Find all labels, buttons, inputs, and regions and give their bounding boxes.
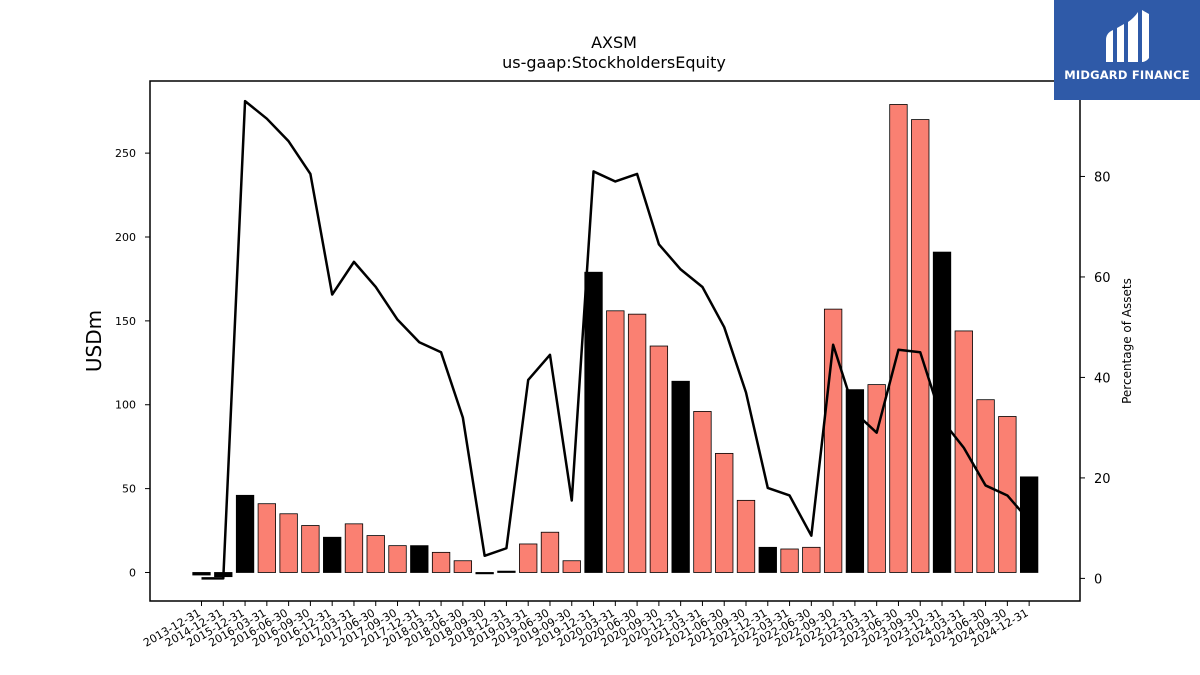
bar-2015-12-31 bbox=[235, 494, 255, 573]
bar-2017-06-30 bbox=[366, 535, 385, 573]
chart-title: AXSM bbox=[591, 33, 637, 52]
logo-mark-icon bbox=[1106, 10, 1149, 62]
bar-2019-06-30 bbox=[540, 531, 560, 573]
y2-tick-label: 20 bbox=[1094, 472, 1111, 487]
bar-2020-09-30 bbox=[649, 345, 669, 573]
y-tick-label: 250 bbox=[115, 147, 136, 160]
bar-2021-06-30 bbox=[715, 452, 734, 573]
y2-tick-label: 0 bbox=[1094, 572, 1102, 587]
bar-2016-09-30 bbox=[301, 525, 320, 573]
bar-2023-06-30 bbox=[889, 104, 908, 573]
bar-2022-12-31 bbox=[845, 389, 865, 573]
bar-2018-12-31 bbox=[497, 570, 516, 573]
bar-2021-09-30 bbox=[736, 499, 756, 573]
chart-subtitle: us-gaap:StockholdersEquity bbox=[502, 53, 726, 72]
bar-2016-06-30 bbox=[279, 513, 298, 573]
bar-2021-03-31 bbox=[693, 411, 712, 573]
bar-2013-12-31 bbox=[192, 572, 211, 576]
bar-2023-12-31 bbox=[932, 251, 952, 573]
bar-2019-03-31 bbox=[519, 543, 538, 573]
bar-2023-03-31 bbox=[867, 384, 886, 573]
y2-axis-label: Percentage of Assets bbox=[1120, 278, 1134, 404]
bar-2016-12-31 bbox=[323, 536, 342, 573]
y2-tick-label: 40 bbox=[1094, 371, 1111, 386]
bar-2020-03-31 bbox=[606, 310, 625, 573]
bar-2020-12-31 bbox=[671, 380, 690, 573]
logo-text: MIDGARD FINANCE bbox=[1064, 68, 1190, 82]
bar-2022-03-31 bbox=[780, 548, 799, 573]
bar-2023-09-30 bbox=[911, 119, 930, 573]
bar-2024-12-31 bbox=[1019, 476, 1039, 573]
bar-2018-06-30 bbox=[453, 560, 473, 573]
bar-2018-09-30 bbox=[475, 572, 494, 575]
bar-2019-12-31 bbox=[584, 271, 603, 573]
bar-2020-06-30 bbox=[627, 313, 647, 573]
y-tick-label: 100 bbox=[115, 399, 136, 412]
y-tick-label: 200 bbox=[115, 231, 136, 244]
bar-2016-03-31 bbox=[257, 503, 276, 573]
bar-2017-03-31 bbox=[344, 523, 364, 573]
y-tick-label: 0 bbox=[129, 566, 136, 579]
y-tick-label: 50 bbox=[122, 483, 136, 496]
y2-tick-label: 80 bbox=[1094, 170, 1111, 185]
midgard-finance-logo: MIDGARD FINANCE bbox=[1054, 0, 1200, 100]
y-tick-label: 150 bbox=[115, 315, 136, 328]
bar-2017-12-31 bbox=[410, 545, 429, 573]
bar-2017-09-30 bbox=[388, 545, 407, 573]
y-axis-label: USDm bbox=[82, 310, 106, 372]
percentage-of-assets-line bbox=[201, 99, 1031, 580]
bar-2022-06-30 bbox=[802, 546, 821, 573]
bar-2024-03-31 bbox=[954, 330, 973, 573]
bar-2019-09-30 bbox=[562, 560, 581, 573]
bar-2021-12-31 bbox=[758, 546, 777, 573]
bar-2018-03-31 bbox=[431, 551, 451, 573]
y2-tick-label: 60 bbox=[1094, 271, 1111, 286]
